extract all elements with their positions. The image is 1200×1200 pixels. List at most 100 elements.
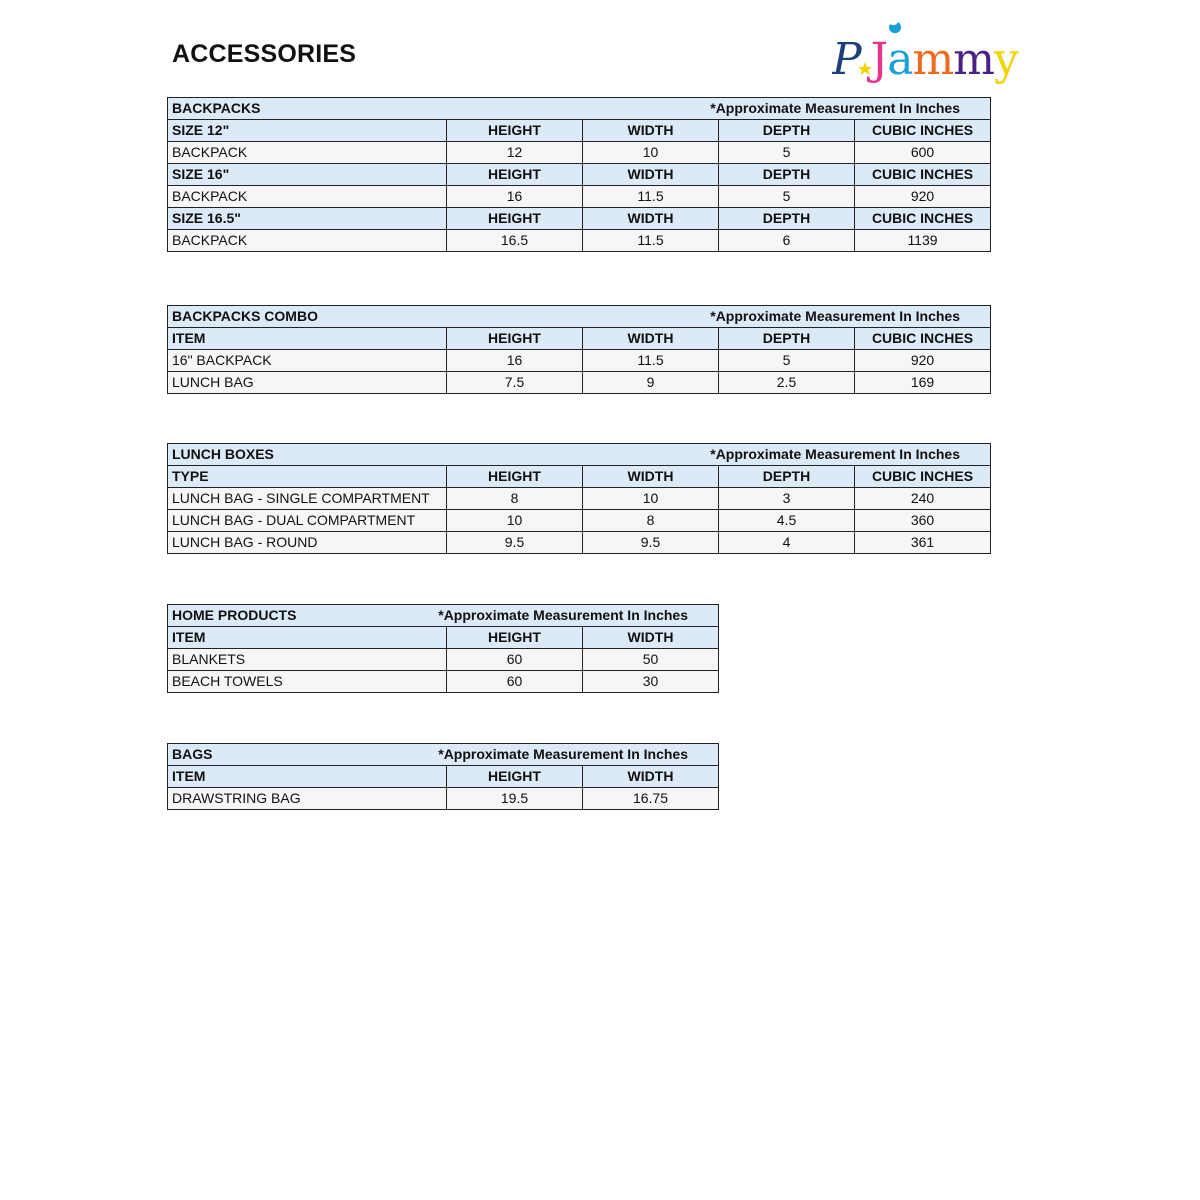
column-header-row: SIZE 16" HEIGHT WIDTH DEPTH CUBIC INCHES: [167, 163, 991, 186]
column-header: HEIGHT: [446, 207, 583, 230]
table-row: LUNCH BAG 7.5 9 2.5 169: [167, 371, 991, 394]
column-header-row: ITEM HEIGHT WIDTH DEPTH CUBIC INCHES: [167, 327, 991, 350]
table-cell: 2.5: [718, 371, 855, 394]
table-bags: BAGS *Approximate Measurement In Inches IT…: [167, 743, 719, 810]
column-header: DEPTH: [718, 327, 855, 350]
column-header: DEPTH: [718, 465, 855, 488]
column-header: ITEM: [167, 626, 447, 649]
table-cell: BLANKETS: [167, 648, 447, 671]
table-row: LUNCH BAG - ROUND 9.5 9.5 4 361: [167, 531, 991, 554]
table-cell: 4.5: [718, 509, 855, 532]
table-home-products: HOME PRODUCTS *Approximate Measurement In…: [167, 604, 719, 693]
table-cell: 12: [446, 141, 583, 164]
table-cell: 60: [446, 648, 583, 671]
column-header: ITEM: [167, 765, 447, 788]
table-cell: 11.5: [582, 229, 719, 252]
table-cell: 16.5: [446, 229, 583, 252]
table-cell: 5: [718, 349, 855, 372]
table-cell: 8: [582, 509, 719, 532]
table-cell: 8: [446, 487, 583, 510]
column-header: DEPTH: [718, 207, 855, 230]
table-cell: 16" BACKPACK: [167, 349, 447, 372]
column-header: WIDTH: [582, 327, 719, 350]
column-header: SIZE 12": [167, 119, 447, 142]
table-cell: 10: [446, 509, 583, 532]
table-cell: 30: [582, 670, 719, 693]
table-cell: 19.5: [446, 787, 583, 810]
column-header: HEIGHT: [446, 119, 583, 142]
table-row: BEACH TOWELS 60 30: [167, 670, 719, 693]
column-header: SIZE 16.5": [167, 207, 447, 230]
table-cell: 360: [854, 509, 991, 532]
column-header: WIDTH: [582, 163, 719, 186]
table-title: HOME PRODUCTS: [172, 607, 297, 623]
table-cell: 60: [446, 670, 583, 693]
table-cell: 361: [854, 531, 991, 554]
measurement-note: *Approximate Measurement In Inches: [438, 607, 688, 623]
table-cell: 10: [582, 141, 719, 164]
column-header: WIDTH: [582, 765, 719, 788]
column-header-row: SIZE 16.5" HEIGHT WIDTH DEPTH CUBIC INCHES: [167, 207, 991, 230]
column-header: HEIGHT: [446, 765, 583, 788]
table-title-row: BACKPACKS COMBO *Approximate Measurement …: [167, 305, 991, 328]
table-cell: LUNCH BAG - SINGLE COMPARTMENT: [167, 487, 447, 510]
table-cell: 50: [582, 648, 719, 671]
table-cell: 9.5: [582, 531, 719, 554]
table-title-row: BACKPACKS *Approximate Measurement In Inc…: [167, 97, 991, 120]
measurement-note: *Approximate Measurement In Inches: [710, 100, 960, 116]
page-title: ACCESSORIES: [172, 40, 357, 68]
column-header: CUBIC INCHES: [854, 163, 991, 186]
measurement-note: *Approximate Measurement In Inches: [438, 746, 688, 762]
measurement-note: *Approximate Measurement In Inches: [710, 446, 960, 462]
table-cell: 10: [582, 487, 719, 510]
table-cell: 240: [854, 487, 991, 510]
table-title-row: LUNCH BOXES *Approximate Measurement In I…: [167, 443, 991, 466]
table-row: BACKPACK 12 10 5 600: [167, 141, 991, 164]
table-title: BACKPACKS: [172, 100, 261, 116]
column-header: CUBIC INCHES: [854, 465, 991, 488]
column-header: HEIGHT: [446, 327, 583, 350]
table-cell: 5: [718, 141, 855, 164]
table-cell: LUNCH BAG - DUAL COMPARTMENT: [167, 509, 447, 532]
star-icon: [858, 62, 872, 75]
column-header: TYPE: [167, 465, 447, 488]
table-row: LUNCH BAG - SINGLE COMPARTMENT 8 10 3 240: [167, 487, 991, 510]
table-cell: 4: [718, 531, 855, 554]
column-header: SIZE 16": [167, 163, 447, 186]
table-cell: 920: [854, 185, 991, 208]
table-cell: BACKPACK: [167, 141, 447, 164]
table-cell: 920: [854, 349, 991, 372]
column-header: WIDTH: [582, 119, 719, 142]
table-cell: 7.5: [446, 371, 583, 394]
table-cell: 11.5: [582, 185, 719, 208]
table-title: LUNCH BOXES: [172, 446, 274, 462]
table-title-row: BAGS *Approximate Measurement In Inches: [167, 743, 719, 766]
table-cell: 9: [582, 371, 719, 394]
column-header-row: ITEM HEIGHT WIDTH: [167, 765, 719, 788]
table-cell: DRAWSTRING BAG: [167, 787, 447, 810]
moon-icon: [889, 22, 902, 34]
table-row: BACKPACK 16 11.5 5 920: [167, 185, 991, 208]
column-header-row: ITEM HEIGHT WIDTH: [167, 626, 719, 649]
table-cell: 9.5: [446, 531, 583, 554]
column-header: ITEM: [167, 327, 447, 350]
column-header-row: SIZE 12" HEIGHT WIDTH DEPTH CUBIC INCHES: [167, 119, 991, 142]
table-backpacks-combo: BACKPACKS COMBO *Approximate Measurement …: [167, 305, 991, 394]
column-header: CUBIC INCHES: [854, 119, 991, 142]
table-cell: BACKPACK: [167, 185, 447, 208]
table-cell: 3: [718, 487, 855, 510]
column-header: DEPTH: [718, 119, 855, 142]
table-cell: 169: [854, 371, 991, 394]
table-lunch-boxes: LUNCH BOXES *Approximate Measurement In I…: [167, 443, 991, 554]
column-header: HEIGHT: [446, 626, 583, 649]
column-header: HEIGHT: [446, 465, 583, 488]
column-header: WIDTH: [582, 465, 719, 488]
column-header: HEIGHT: [446, 163, 583, 186]
table-cell: 1139: [854, 229, 991, 252]
column-header: DEPTH: [718, 163, 855, 186]
table-cell: 16.75: [582, 787, 719, 810]
table-title: BAGS: [172, 746, 213, 762]
table-cell: 6: [718, 229, 855, 252]
table-backpacks: BACKPACKS *Approximate Measurement In Inc…: [167, 97, 991, 252]
